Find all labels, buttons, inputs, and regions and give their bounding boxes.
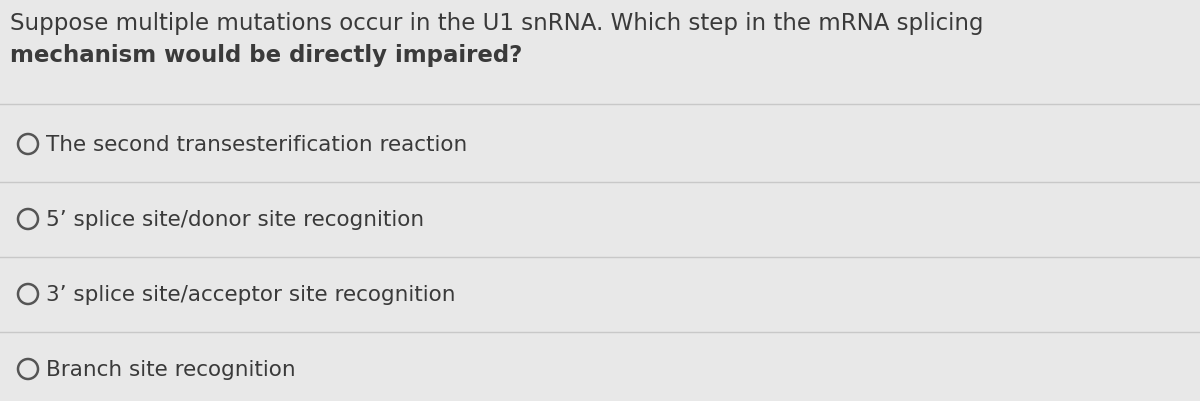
Text: Branch site recognition: Branch site recognition <box>46 359 295 379</box>
Text: Suppose multiple mutations occur in the U1 snRNA. Which step in the mRNA splicin: Suppose multiple mutations occur in the … <box>10 12 984 35</box>
Text: 5’ splice site/donor site recognition: 5’ splice site/donor site recognition <box>46 209 424 229</box>
Text: 3’ splice site/acceptor site recognition: 3’ splice site/acceptor site recognition <box>46 284 456 304</box>
Text: The second transesterification reaction: The second transesterification reaction <box>46 135 467 155</box>
Text: mechanism would be directly impaired?: mechanism would be directly impaired? <box>10 44 522 67</box>
